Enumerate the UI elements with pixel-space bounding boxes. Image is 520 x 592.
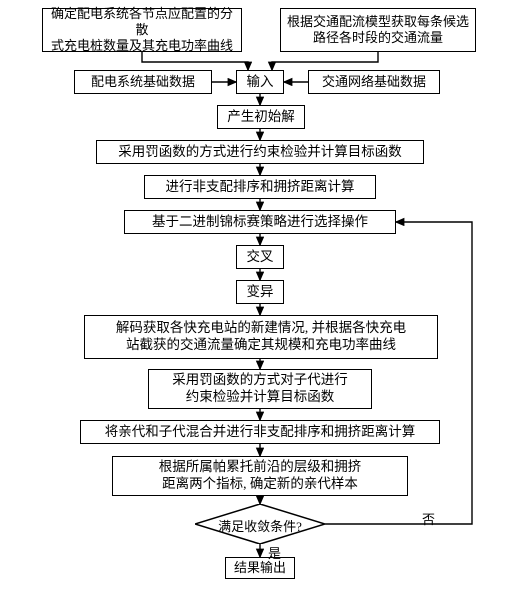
flow-node-n11: 变异 — [236, 280, 284, 304]
flow-node-n2: 根据交通配流模型获取每条候选路径各时段的交通流量 — [280, 8, 476, 52]
flow-node-n5: 交通网络基础数据 — [308, 70, 440, 94]
flow-node-n1: 确定配电系统各节点应配置的分散式充电桩数量及其充电功率曲线 — [42, 8, 242, 52]
flow-node-n14: 将亲代和子代混合并进行非支配排序和拥挤距离计算 — [80, 420, 440, 444]
flow-node-n8: 进行非支配排序和拥挤距离计算 — [144, 175, 376, 199]
flow-node-n3: 配电系统基础数据 — [74, 70, 212, 94]
flow-node-n6: 产生初始解 — [217, 105, 305, 129]
flow-node-n7: 采用罚函数的方式进行约束检验并计算目标函数 — [96, 140, 424, 164]
flow-node-n17: 结果输出 — [225, 557, 295, 579]
flow-node-n16 — [195, 504, 325, 544]
flow-node-n4: 输入 — [236, 70, 284, 94]
flow-node-n9: 基于二进制锦标赛策略进行选择操作 — [124, 210, 396, 234]
flow-node-n12: 解码获取各快充电站的新建情况, 并根据各快充电站截获的交通流量确定其规模和充电功… — [84, 315, 438, 359]
flow-node-n10: 交叉 — [236, 245, 284, 269]
flow-node-n15: 根据所属帕累托前沿的层级和拥挤距离两个指标, 确定新的亲代样本 — [112, 456, 408, 496]
edge-label: 是 — [268, 543, 281, 562]
flow-node-n13: 采用罚函数的方式对子代进行约束检验并计算目标函数 — [148, 369, 372, 409]
edge-label: 否 — [422, 509, 435, 528]
